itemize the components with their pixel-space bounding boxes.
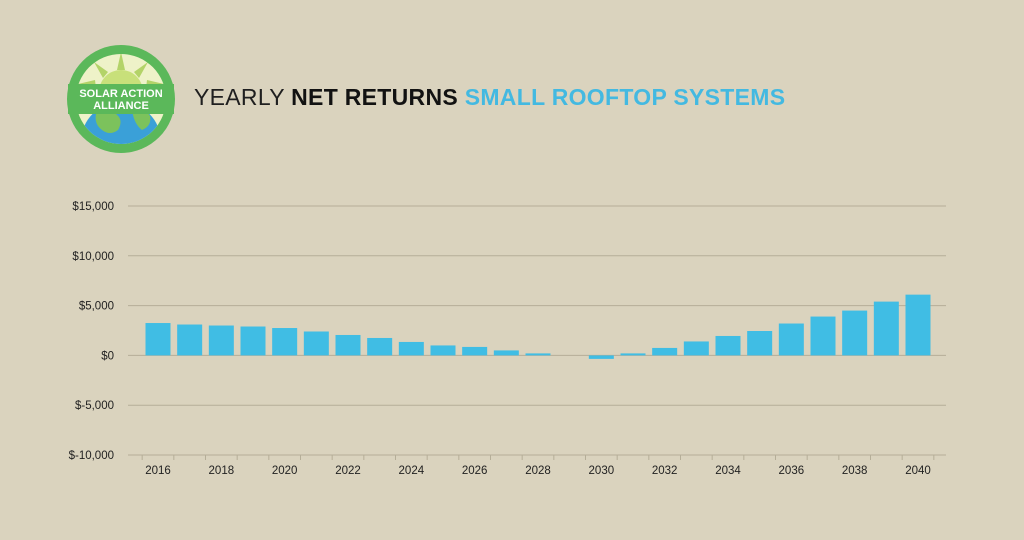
logo-text-line2: ALLIANCE <box>93 100 149 112</box>
x-tick-label: 2016 <box>145 465 171 477</box>
y-tick-label: $10,000 <box>72 251 114 263</box>
y-tick-label: $5,000 <box>79 301 114 313</box>
bar <box>208 325 234 356</box>
x-tick-label: 2038 <box>842 465 868 477</box>
bar <box>493 350 519 356</box>
x-tick-label: 2026 <box>462 465 488 477</box>
x-tick-label: 2024 <box>399 465 425 477</box>
x-tick-label: 2020 <box>272 465 298 477</box>
x-tick-label: 2022 <box>335 465 361 477</box>
bar <box>810 316 836 356</box>
bar <box>177 324 203 356</box>
chart-title-part3: SMALL ROOFTOP SYSTEMS <box>458 84 786 110</box>
bar <box>683 341 709 356</box>
bar <box>842 310 868 356</box>
x-tick-label: 2018 <box>209 465 235 477</box>
bar <box>778 323 804 356</box>
bar <box>367 337 393 356</box>
y-tick-label: $-5,000 <box>75 400 114 412</box>
y-tick-label: $-10,000 <box>69 450 114 462</box>
bar <box>145 323 171 356</box>
bar <box>272 328 298 356</box>
bar <box>873 301 899 356</box>
bar <box>398 341 424 356</box>
solar-action-alliance-logo: SOLAR ACTION ALLIANCE <box>67 45 175 153</box>
y-tick-label: $0 <box>101 350 114 362</box>
logo-banner <box>68 84 174 114</box>
x-tick-label: 2028 <box>525 465 551 477</box>
bar <box>430 345 456 356</box>
x-tick-label: 2032 <box>652 465 678 477</box>
bar <box>715 335 741 356</box>
bar <box>620 353 646 356</box>
x-tick-label: 2040 <box>905 465 931 477</box>
x-tick-label: 2030 <box>589 465 615 477</box>
bar <box>905 294 931 356</box>
bar <box>652 347 678 356</box>
bar <box>588 355 614 359</box>
chart-title: YEARLY NET RETURNS SMALL ROOFTOP SYSTEMS <box>194 84 785 111</box>
bar <box>525 353 551 356</box>
bar <box>747 330 773 356</box>
bar <box>303 331 329 356</box>
chart-title-part2: NET RETURNS <box>291 84 459 110</box>
x-tick-label: 2034 <box>715 465 741 477</box>
bar <box>240 326 266 356</box>
chart-title-part1: YEARLY <box>194 84 292 110</box>
logo-text-line1: SOLAR ACTION <box>79 88 162 100</box>
y-tick-label: $15,000 <box>72 201 114 213</box>
bar <box>462 346 488 356</box>
bar <box>335 334 361 356</box>
x-tick-label: 2036 <box>779 465 805 477</box>
globe-icon <box>81 102 161 144</box>
